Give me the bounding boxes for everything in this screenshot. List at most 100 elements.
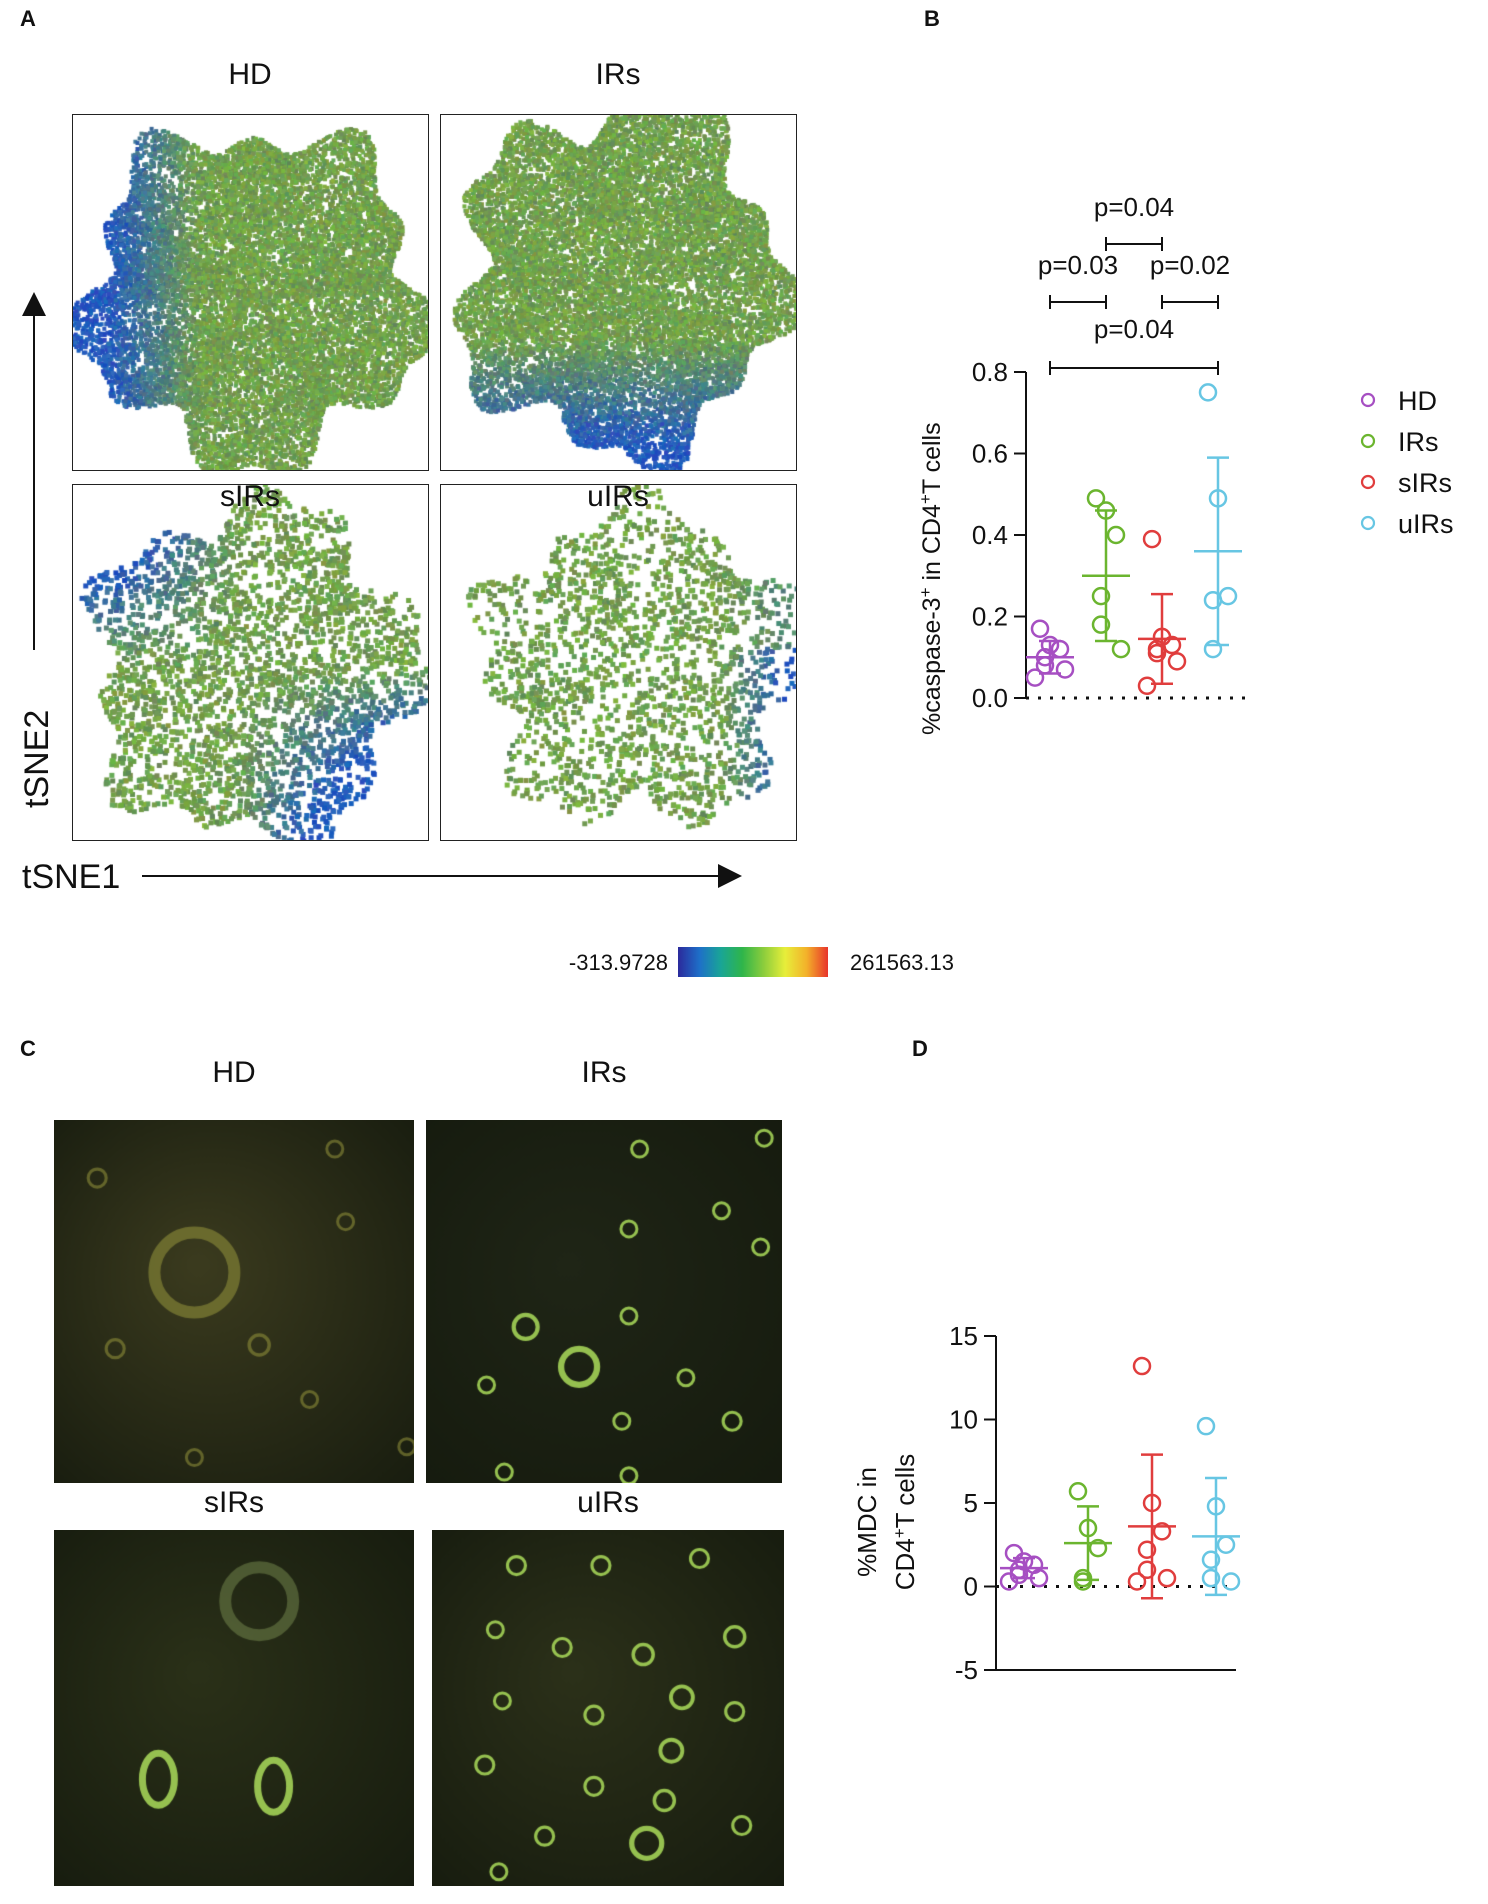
data-point — [1055, 660, 1075, 679]
data-point — [1127, 1572, 1147, 1591]
y-tick-label: 0.0 — [972, 683, 1008, 713]
y-label-part: T cells — [890, 1454, 920, 1529]
legend-marker — [1360, 515, 1376, 531]
data-point — [1111, 639, 1131, 659]
micrograph-hd — [54, 1120, 414, 1483]
series-irs — [1064, 1482, 1112, 1591]
series-hd — [999, 1543, 1049, 1591]
p-value-label: p=0.03 — [1038, 250, 1118, 280]
y-axis-label-line1: %MDC in — [852, 1467, 882, 1577]
data-point — [1201, 1550, 1221, 1570]
data-point — [1050, 639, 1070, 659]
tsne-plot-sirs — [72, 484, 429, 841]
data-point — [1216, 1535, 1236, 1554]
y-tick-label: -5 — [955, 1655, 978, 1685]
micro-label-hd: HD — [212, 1056, 256, 1089]
micro-label-sirs: sIRs — [204, 1486, 264, 1519]
y-label-part: + — [890, 1528, 909, 1538]
tsne-axes — [22, 292, 742, 888]
y-tick-label: 0 — [964, 1572, 978, 1602]
data-point — [1091, 586, 1111, 606]
data-point — [1157, 1568, 1177, 1588]
p-value-label: p=0.04 — [1094, 314, 1174, 344]
data-point — [1203, 639, 1223, 659]
series-irs — [1082, 489, 1131, 659]
data-point — [999, 1572, 1019, 1591]
data-point — [1132, 1356, 1152, 1376]
data-point — [1088, 1538, 1108, 1558]
data-point — [1106, 525, 1126, 545]
panel-letter-d: D — [912, 1036, 928, 1061]
legend-item-hd: HD — [1360, 386, 1437, 416]
data-point — [1137, 1560, 1157, 1580]
legend-item-irs: IRs — [1360, 427, 1439, 457]
tsne-label-sirs: sIRs — [220, 480, 280, 513]
y-label-part: + — [916, 587, 935, 597]
data-point — [1167, 652, 1187, 671]
micro-label-uirs: uIRs — [577, 1486, 639, 1519]
colorbar-max-label: 261563.13 — [850, 950, 954, 975]
legend-label: HD — [1398, 386, 1437, 416]
micrograph-sirs — [54, 1530, 414, 1886]
data-point — [1203, 590, 1223, 610]
data-point — [1137, 676, 1157, 696]
panel-letter-b: B — [924, 6, 940, 31]
tsne-plot-uirs — [440, 484, 797, 841]
tsne1-label: tSNE1 — [22, 858, 121, 896]
micrograph-irs — [426, 1120, 782, 1483]
series-sirs — [1127, 1356, 1177, 1600]
micrograph-uirs — [432, 1530, 784, 1886]
data-point — [1030, 619, 1050, 638]
p-value-label: p=0.04 — [1094, 192, 1174, 222]
data-point — [1091, 615, 1111, 634]
chart-d: -5 0 5 10 15 %MDC in CD4+T cells — [852, 1321, 1241, 1685]
tsne-plot-hd — [72, 114, 429, 471]
data-point — [1152, 1522, 1172, 1541]
data-point — [1068, 1482, 1088, 1501]
legend-label: uIRs — [1398, 509, 1454, 539]
tsne-plot-irs — [440, 114, 797, 471]
series-uirs — [1194, 383, 1242, 659]
y-label-part: T cells — [918, 422, 946, 494]
data-point — [1073, 1572, 1093, 1591]
series-uirs — [1192, 1416, 1241, 1597]
y-tick-label: 0.4 — [972, 520, 1008, 550]
significance-bracket: p=0.04 — [1049, 314, 1219, 375]
panel-letter-a: A — [20, 6, 36, 31]
significance-bracket: p=0.04 — [1094, 192, 1174, 251]
data-point — [1147, 643, 1167, 663]
colorbar — [678, 947, 828, 977]
data-point — [1201, 1568, 1221, 1588]
legend-marker — [1360, 474, 1376, 490]
legend-label: IRs — [1398, 427, 1439, 457]
significance-bracket: p=0.02 — [1150, 250, 1230, 309]
y-tick-label: 10 — [949, 1405, 978, 1435]
tsne-label-irs: IRs — [595, 58, 641, 91]
y-label-part: CD4 — [890, 1538, 920, 1590]
significance-bracket: p=0.03 — [1038, 250, 1118, 309]
panel-letter-c: C — [20, 1036, 36, 1061]
data-point — [1221, 1572, 1241, 1591]
micro-label-irs: IRs — [581, 1056, 627, 1089]
legend-item-uirs: uIRs — [1360, 509, 1454, 539]
legend-item-sirs: sIRs — [1360, 468, 1452, 498]
data-point — [1142, 529, 1162, 549]
data-point — [1198, 383, 1218, 402]
colorbar-min-label: -313.9728 — [568, 950, 668, 975]
y-tick-label: 0.2 — [972, 602, 1008, 632]
legend-marker — [1360, 392, 1376, 408]
y-tick-label: 5 — [964, 1488, 978, 1518]
tsne2-label: tSNE2 — [18, 709, 56, 808]
chart-b: 0.00.20.40.60.8%caspase-3+ in CD4+T cell… — [916, 192, 1454, 735]
data-point — [1196, 1416, 1216, 1436]
y-label-part: + — [916, 494, 935, 504]
y-tick-label: 0.8 — [972, 357, 1008, 387]
legend-label: sIRs — [1398, 468, 1452, 498]
tsne-label-uirs: uIRs — [587, 480, 649, 513]
y-label-part: %caspase-3 — [918, 597, 946, 735]
data-point — [1137, 1540, 1157, 1560]
series-hd — [1025, 619, 1075, 687]
series-sirs — [1137, 529, 1187, 696]
y-tick-label: 15 — [949, 1321, 978, 1351]
data-point — [1218, 586, 1238, 606]
